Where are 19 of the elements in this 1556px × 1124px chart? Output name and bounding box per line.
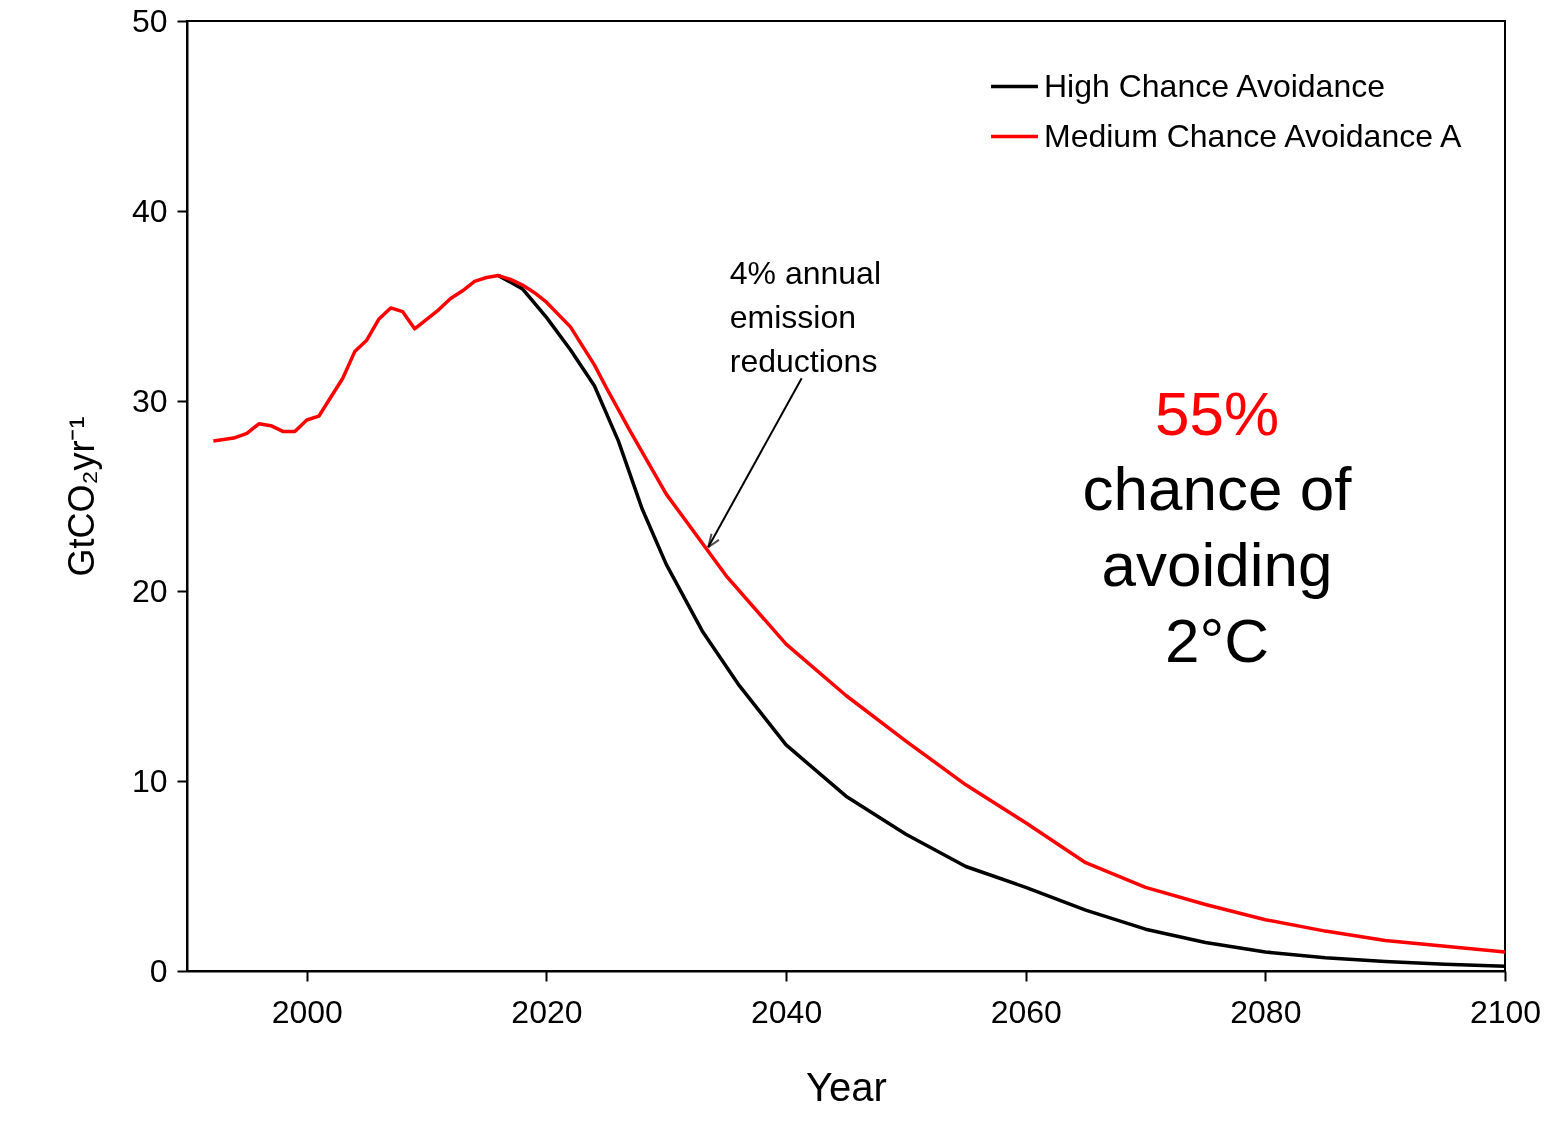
annotation: 55%	[1154, 379, 1280, 448]
x-tick-label: 2040	[751, 993, 823, 1030]
y-tick-label: 40	[131, 192, 168, 229]
legend-label: High Chance Avoidance	[1044, 67, 1385, 104]
y-axis-title: GtCO₂yr⁻¹	[60, 416, 102, 577]
y-tick-label: 0	[149, 952, 168, 989]
y-tick-label: 30	[131, 382, 168, 419]
y-tick-label: 20	[131, 572, 168, 609]
x-tick-label: 2060	[990, 993, 1062, 1030]
x-axis-title: Year	[806, 1064, 887, 1109]
legend-label: Medium Chance Avoidance A	[1044, 117, 1463, 154]
x-tick-label: 2100	[1469, 993, 1542, 1030]
y-tick-label: 10	[131, 762, 168, 799]
y-tick-label: 50	[131, 2, 168, 39]
annotation: chance of avoiding 2°C	[1082, 454, 1353, 675]
x-tick-label: 2020	[511, 993, 583, 1030]
x-tick-label: 2080	[1230, 993, 1302, 1030]
x-tick-label: 2000	[271, 993, 343, 1030]
annotation: 4% annual emission reductions	[729, 254, 882, 379]
